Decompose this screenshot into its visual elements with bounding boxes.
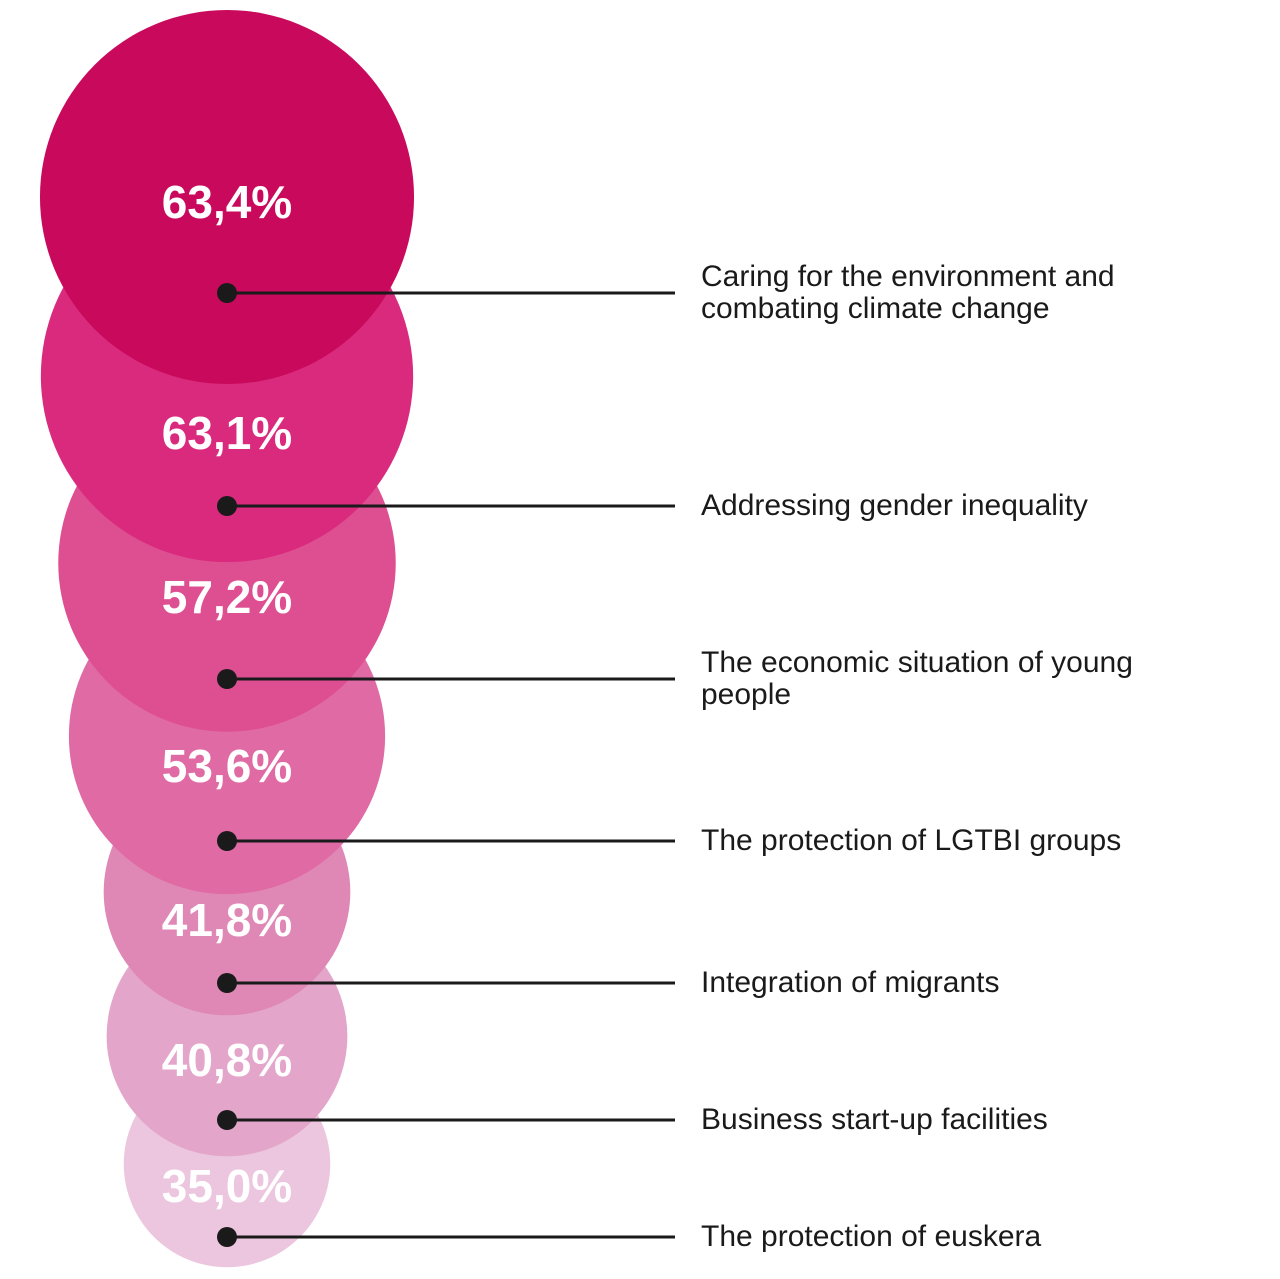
leader-dot xyxy=(217,1227,237,1247)
category-label: The protection of LGTBI groups xyxy=(701,824,1122,857)
category-label: The protection of euskera xyxy=(701,1220,1042,1253)
category-label: Caring for the environment and combating… xyxy=(701,260,1115,325)
value-label: 40,8% xyxy=(162,1034,292,1086)
category-label: The economic situation of young people xyxy=(701,646,1133,711)
leader-dot xyxy=(217,831,237,851)
category-label: Integration of migrants xyxy=(701,966,1000,999)
value-label: 63,1% xyxy=(162,407,292,459)
value-label: 57,2% xyxy=(162,571,292,623)
value-label: 53,6% xyxy=(162,740,292,792)
value-label: 41,8% xyxy=(162,894,292,946)
leader-dot xyxy=(217,283,237,303)
leader-dot xyxy=(217,496,237,516)
value-label: 35,0% xyxy=(162,1160,292,1212)
leader-dot xyxy=(217,1110,237,1130)
leader-dot xyxy=(217,973,237,993)
category-label: Business start-up facilities xyxy=(701,1103,1048,1136)
category-label: Addressing gender inequality xyxy=(701,489,1088,522)
value-label: 63,4% xyxy=(162,176,292,228)
leader-dot xyxy=(217,669,237,689)
bubble xyxy=(39,9,415,385)
